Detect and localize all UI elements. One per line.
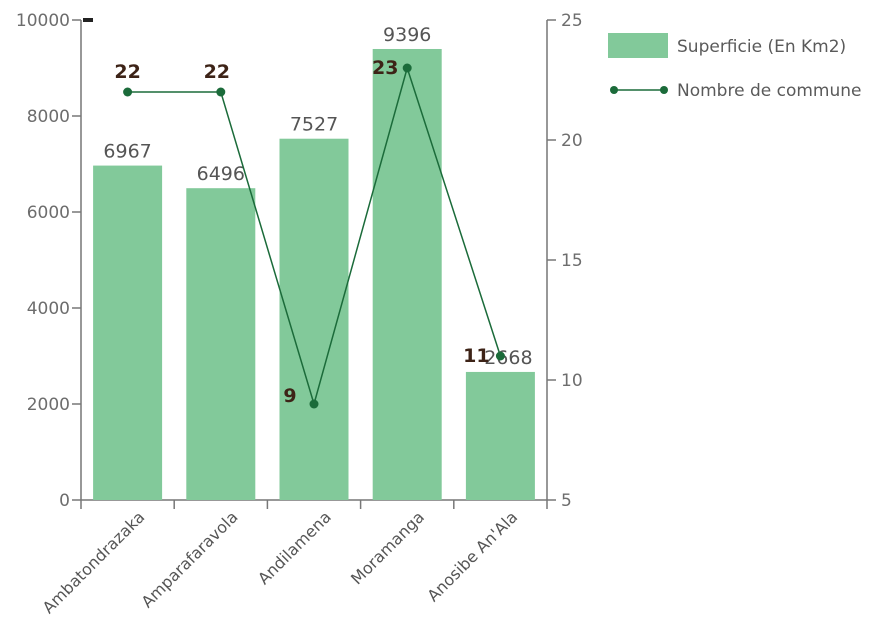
legend-swatch-bar [608,33,668,58]
line-value-label: 22 [204,61,230,83]
bar-value-label: 9396 [383,24,431,46]
line-value-label: 9 [283,385,296,407]
right-tick-label: 5 [561,491,572,511]
bar [465,371,535,500]
axis-top-marker [83,18,93,22]
bars [93,48,535,501]
line-labels: 22 22 9 23 11 [114,57,489,407]
line-value-label: 23 [372,57,398,79]
line-point [216,87,226,97]
bar [186,188,256,500]
category-label: Andilamena [254,507,335,588]
legend-label-line: Nombre de commune [677,81,861,101]
bar-labels: 6967 6496 7527 9396 2668 [103,24,532,369]
right-tick-label: 25 [561,11,583,31]
legend: Superficie (En Km2) Nombre de commune [608,33,861,101]
line-point [123,87,133,97]
bar-value-label: 6496 [197,163,245,185]
left-tick-label: 2000 [27,395,70,415]
bar-value-label: 6967 [103,141,151,163]
line-point [495,351,505,361]
left-tick-label: 4000 [27,299,70,319]
axes: 0 2000 4000 6000 8000 10000 5 10 15 20 25 [16,11,583,511]
category-label: Moramanga [347,507,428,588]
line-series [123,63,505,409]
legend-label-bar: Superficie (En Km2) [677,37,846,57]
line-value-label: 22 [114,61,140,83]
category-label: Amparafaravola [138,507,242,611]
bar [93,165,163,501]
right-tick-label: 20 [561,131,583,151]
legend-swatch-dot [610,86,618,94]
bar-value-label: 7527 [290,114,338,136]
line-point [402,63,412,73]
left-tick-label: 8000 [27,107,70,127]
legend-swatch-dot [660,86,668,94]
category-label: Anosibe An'Ala [423,507,521,605]
left-tick-label: 0 [59,491,70,511]
bar-value-label: 2668 [484,347,532,369]
right-tick-label: 15 [561,251,583,271]
line-value-label: 11 [463,345,489,367]
right-tick-label: 10 [561,371,583,391]
category-label: Ambatondrazaka [39,507,149,617]
left-tick-label: 6000 [27,203,70,223]
line-point [309,399,319,409]
bar [372,48,442,500]
left-tick-label: 10000 [16,11,70,31]
